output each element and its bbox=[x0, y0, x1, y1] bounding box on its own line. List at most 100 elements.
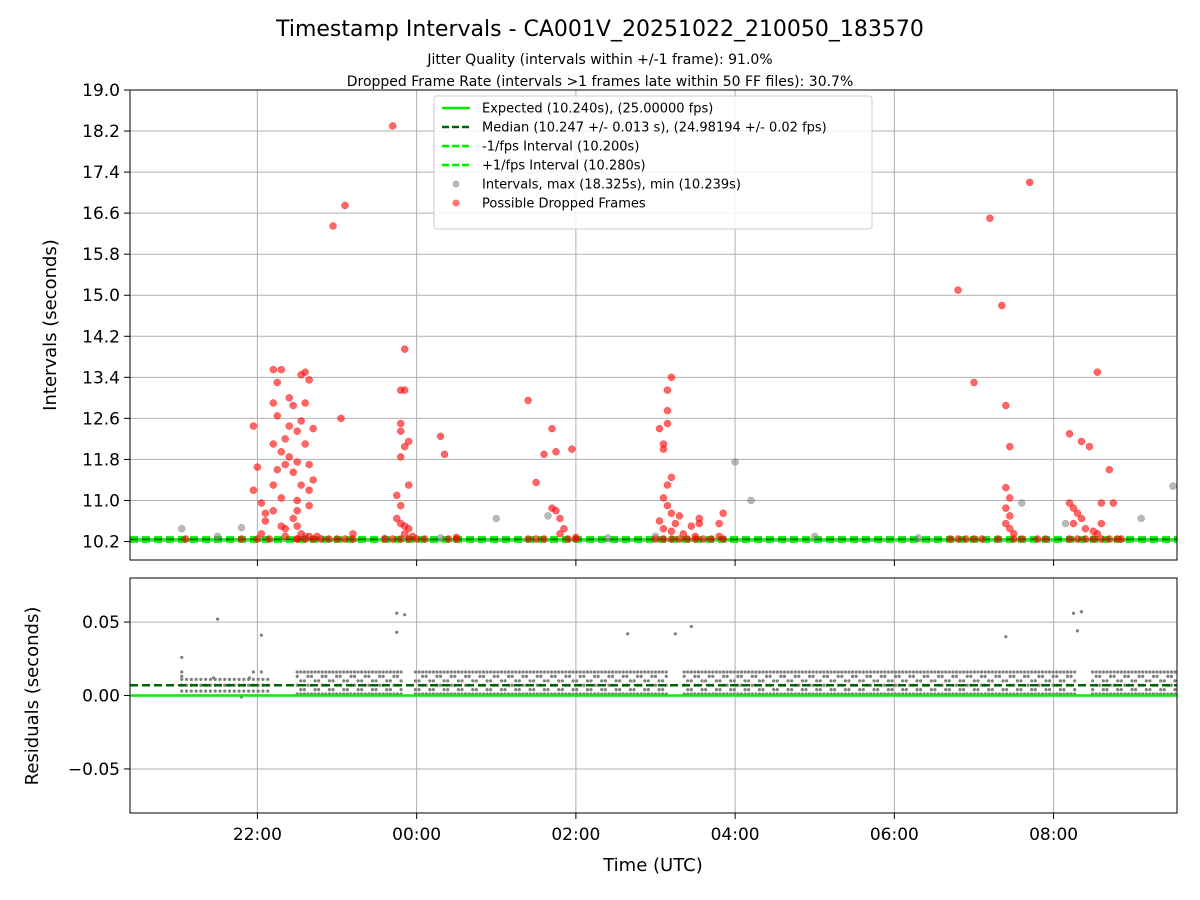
intervals-y-tick-label: 15.8 bbox=[82, 245, 120, 265]
dropped-frame-point bbox=[1002, 519, 1010, 528]
residual-point bbox=[1159, 670, 1163, 674]
residual-point bbox=[363, 674, 367, 679]
dropped-frame-point bbox=[261, 517, 270, 525]
residual-point bbox=[990, 670, 994, 674]
dropped-frame-point bbox=[667, 527, 676, 536]
residual-point bbox=[1051, 670, 1055, 674]
residual-point bbox=[438, 683, 443, 687]
residual-point bbox=[1141, 674, 1145, 679]
residual-point bbox=[370, 670, 375, 674]
residual-outlier-point bbox=[395, 611, 399, 615]
residual-point bbox=[1015, 688, 1019, 692]
dropped-frame-point bbox=[297, 481, 305, 489]
residual-point bbox=[858, 679, 862, 683]
residual-point bbox=[327, 688, 332, 692]
intervals-y-ticks: 19.0 18.2 17.4 16.6 15.8 15.0 14.2 13.4 12.6 11.8… bbox=[82, 81, 130, 553]
residual-point bbox=[657, 670, 661, 674]
dropped-frame-point bbox=[699, 535, 708, 543]
residual-point bbox=[1159, 679, 1163, 683]
residual-point bbox=[352, 670, 357, 674]
residual-point bbox=[582, 674, 586, 679]
residual-point bbox=[435, 674, 439, 679]
residual-point bbox=[976, 688, 980, 692]
dropped-frame-point bbox=[388, 535, 397, 543]
dropped-frame-point bbox=[396, 427, 405, 435]
residual-point bbox=[532, 670, 536, 674]
residual-point bbox=[532, 679, 536, 683]
residual-point bbox=[295, 670, 299, 674]
dropped-frame-point bbox=[333, 535, 341, 543]
intervals-y-tick-label: 18.2 bbox=[82, 122, 120, 142]
residual-point bbox=[370, 688, 375, 692]
residual-point bbox=[904, 688, 908, 692]
dropped-frame-point bbox=[679, 530, 688, 538]
residual-point bbox=[954, 683, 959, 687]
dropped-frame-point bbox=[1081, 524, 1090, 533]
residual-point bbox=[299, 679, 303, 683]
residual-point bbox=[421, 674, 425, 679]
residual-point bbox=[463, 674, 468, 679]
residual-point bbox=[1123, 674, 1127, 679]
residual-point bbox=[546, 688, 550, 692]
dropped-frame-point bbox=[400, 442, 409, 451]
dropped-frame-point bbox=[281, 524, 290, 533]
residual-point bbox=[933, 679, 937, 683]
residual-point bbox=[1130, 670, 1134, 674]
residuals-x-ticks: 22:00 00:00 02:00 04:00 06:00 08:00 bbox=[233, 813, 1078, 845]
dropped-frame-point bbox=[289, 514, 297, 523]
residual-point bbox=[886, 688, 890, 692]
legend-box bbox=[433, 95, 873, 230]
dropped-frame-point bbox=[297, 530, 305, 538]
residual-point bbox=[657, 679, 661, 683]
intervals-y-tick-label: 16.6 bbox=[82, 204, 120, 224]
dropped-frame-point bbox=[556, 514, 564, 523]
dropped-frame-point bbox=[273, 378, 282, 387]
residual-point bbox=[567, 670, 572, 674]
residual-point bbox=[424, 674, 428, 679]
residual-point bbox=[539, 674, 543, 679]
residual-point bbox=[965, 674, 969, 679]
residual-point bbox=[618, 670, 622, 674]
dropped-frame-point bbox=[249, 486, 258, 494]
residual-point bbox=[739, 674, 744, 679]
dropped-frame-point bbox=[293, 427, 301, 435]
residual-point bbox=[1173, 679, 1177, 683]
residual-point bbox=[1148, 670, 1152, 674]
dropped-frame-point bbox=[440, 450, 449, 459]
residual-point bbox=[1073, 679, 1077, 683]
residual-point bbox=[320, 674, 324, 679]
residuals-marks bbox=[130, 610, 1177, 699]
residual-point bbox=[528, 670, 532, 674]
residual-point bbox=[399, 670, 403, 674]
residual-point bbox=[1051, 683, 1055, 687]
residual-point bbox=[474, 670, 478, 674]
dropped-frame-point bbox=[954, 535, 962, 543]
residual-point bbox=[962, 688, 966, 692]
residual-point bbox=[428, 670, 432, 674]
residual-point bbox=[302, 679, 306, 683]
residual-point bbox=[711, 670, 715, 674]
residual-point bbox=[600, 679, 604, 683]
dropped-frame-point bbox=[408, 532, 417, 541]
residual-point bbox=[840, 674, 844, 679]
residual-point bbox=[251, 677, 256, 681]
residual-point bbox=[958, 670, 962, 674]
residual-point bbox=[395, 674, 400, 679]
residual-point bbox=[424, 670, 428, 674]
dropped-frame-point bbox=[1017, 535, 1026, 543]
residual-point bbox=[600, 670, 604, 674]
residual-point bbox=[603, 679, 607, 683]
residual-point bbox=[614, 688, 618, 692]
residual-point bbox=[553, 674, 557, 679]
residual-point bbox=[729, 688, 733, 692]
residual-point bbox=[1133, 679, 1138, 683]
dropped-frame-point bbox=[293, 535, 301, 543]
residual-point bbox=[987, 688, 991, 692]
residual-outlier-point bbox=[259, 633, 263, 637]
residual-point bbox=[872, 670, 876, 674]
residual-outlier-point bbox=[1004, 635, 1008, 639]
residual-point bbox=[481, 670, 486, 674]
residual-point bbox=[223, 689, 227, 693]
residual-point bbox=[345, 670, 349, 674]
dropped-frame-point bbox=[540, 450, 548, 459]
